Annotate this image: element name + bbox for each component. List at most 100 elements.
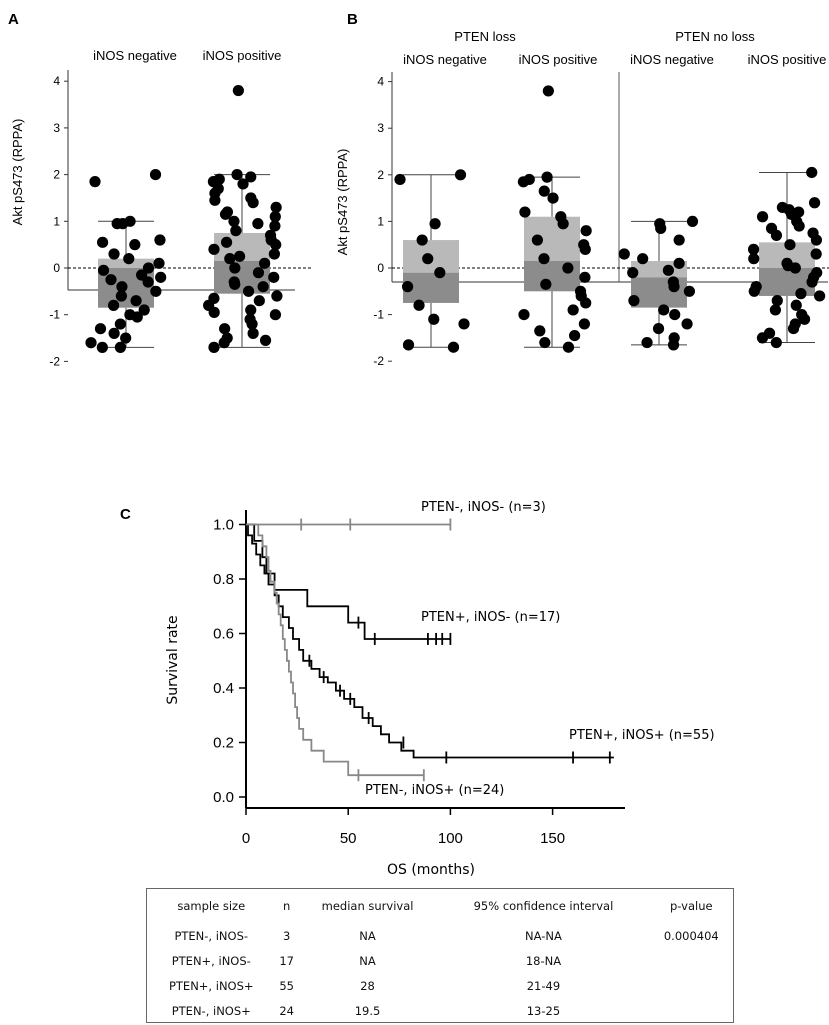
table-cell: 55 bbox=[279, 978, 294, 993]
panel-a-data-point bbox=[136, 269, 148, 281]
panel-b-data-point bbox=[618, 248, 630, 260]
panel-b-data-point bbox=[578, 239, 590, 251]
panel-b-facet-label: PTEN no loss bbox=[675, 29, 755, 44]
column-header: n bbox=[282, 899, 291, 913]
table-cell bbox=[650, 998, 733, 1023]
panel-b-data-point bbox=[578, 318, 590, 330]
panel-b-data-point bbox=[447, 341, 460, 353]
panel-b-y-tick-label: 1 bbox=[377, 214, 384, 228]
panel-b-data-point bbox=[428, 313, 440, 325]
panel-b-data-point bbox=[416, 234, 428, 246]
panel-b-data-point bbox=[579, 271, 591, 283]
panel-a-data-point bbox=[212, 183, 224, 195]
panel-a-data-point bbox=[150, 285, 162, 297]
panel-b-y-tick-label: 4 bbox=[377, 75, 384, 89]
panel-a-data-point bbox=[242, 285, 255, 297]
panel-c-y-tick-label: 0.8 bbox=[213, 571, 234, 588]
panel-a-data-point bbox=[108, 327, 120, 339]
panel-a-data-point bbox=[208, 292, 220, 304]
table-cell: NA bbox=[359, 953, 376, 968]
panel-b-data-point bbox=[402, 339, 415, 351]
panel-b-data-point bbox=[756, 332, 769, 344]
survival-stats-table: sample size n median survival 95% confid… bbox=[146, 888, 734, 1023]
panel-b-data-point bbox=[540, 278, 552, 290]
panel-b-data-point bbox=[637, 253, 649, 265]
table-cell bbox=[650, 948, 733, 973]
panel-b-data-point bbox=[562, 262, 574, 274]
panel-a-data-point bbox=[154, 234, 166, 246]
panel-a-data-point bbox=[247, 197, 259, 209]
panel-b-data-point bbox=[531, 234, 544, 246]
table-cell: 24 bbox=[279, 1003, 294, 1018]
panel-b-data-point bbox=[806, 166, 818, 179]
panel-a-data-point bbox=[97, 264, 110, 276]
panel-a-data-point bbox=[108, 248, 120, 260]
panel-a-data-point bbox=[107, 299, 120, 311]
panel-a-data-point bbox=[123, 253, 135, 265]
panel-c-y-tick-label: 0.4 bbox=[213, 680, 234, 697]
panel-a-y-tick-label: 4 bbox=[53, 74, 60, 88]
panel-b-data-point bbox=[787, 322, 800, 335]
panel-b-data-point bbox=[547, 192, 559, 204]
panel-b-data-point bbox=[686, 215, 699, 227]
panel-b-facet-label: PTEN loss bbox=[454, 29, 516, 44]
panel-a-data-point bbox=[155, 271, 167, 283]
panel-c-x-axis-label: OS (months) bbox=[387, 862, 475, 878]
panel-a-data-point bbox=[253, 295, 265, 307]
panel-a-data-point bbox=[130, 295, 142, 307]
panel-b-data-point bbox=[580, 297, 592, 309]
table-row: PTEN+, iNOS+ 55 28 21-49 bbox=[147, 973, 733, 998]
panel-a-y-tick-label: 0 bbox=[53, 261, 60, 275]
panel-b-y-axis-label: Akt pS473 (RPPA) bbox=[335, 149, 350, 256]
panel-b-data-point bbox=[539, 336, 551, 349]
panel-a-data-point bbox=[142, 262, 155, 274]
panel-b-data-point bbox=[422, 253, 434, 265]
panel-b-data-point bbox=[429, 218, 441, 230]
panel-a-data-point bbox=[228, 215, 240, 227]
panel-a-data-point bbox=[245, 304, 257, 316]
panel-b-data-point bbox=[795, 288, 807, 300]
panel-b-category-label: iNOS positive bbox=[519, 52, 598, 67]
table-cell: 0.000404 bbox=[663, 928, 719, 943]
panel-a-data-point bbox=[232, 84, 244, 97]
survival-curve bbox=[246, 523, 614, 759]
panel-a-y-tick-label: -2 bbox=[49, 354, 60, 368]
panel-a-data-point bbox=[252, 218, 264, 230]
panel-b-data-point bbox=[771, 295, 783, 307]
panel-a-data-point bbox=[89, 176, 101, 188]
panel-a-data-point bbox=[114, 341, 127, 353]
panel-label-a: A bbox=[8, 11, 19, 28]
panel-b-data-point bbox=[808, 197, 821, 209]
panel-c-x-tick-label: 0 bbox=[242, 830, 250, 847]
panel-b-data-point bbox=[769, 304, 782, 316]
panel-a-data-point bbox=[131, 311, 143, 323]
panel-b-data-point bbox=[658, 304, 670, 316]
survival-curve bbox=[246, 523, 424, 777]
panel-b-data-point bbox=[542, 85, 554, 97]
panel-a-y-tick-label: 1 bbox=[53, 214, 60, 228]
panel-a-data-point bbox=[230, 225, 242, 237]
column-header: sample size bbox=[177, 899, 246, 913]
panel-a-data-point bbox=[96, 236, 109, 248]
panel-b-data-point bbox=[538, 253, 550, 265]
panel-b-data-point bbox=[673, 257, 685, 269]
panel-a-data-point bbox=[224, 253, 236, 265]
panel-a-data-point bbox=[218, 337, 230, 349]
panel-a-y-tick-label: 2 bbox=[53, 168, 60, 182]
panel-c-y-tick-label: 0.0 bbox=[213, 789, 234, 806]
panel-b-data-point bbox=[667, 339, 680, 351]
panel-b-data-point bbox=[806, 276, 818, 288]
panel-c-y-tick-label: 0.2 bbox=[213, 735, 234, 752]
panel-a-data-point bbox=[114, 318, 126, 330]
panel-a-data-point bbox=[270, 239, 282, 251]
panel-a-data-point bbox=[231, 169, 243, 181]
panel-a-boxplot: iNOS negative iNOS positive Akt pS473 (R… bbox=[10, 48, 312, 368]
panel-b-data-point bbox=[782, 260, 794, 272]
panel-b-category-label: iNOS positive bbox=[748, 52, 827, 67]
curve-label: PTEN+, iNOS+ (n=55) bbox=[569, 728, 715, 743]
panel-b-data-point bbox=[673, 234, 685, 246]
panel-b-data-point bbox=[662, 264, 674, 276]
panel-a-y-tick-label: 3 bbox=[53, 121, 60, 135]
panel-b-data-point bbox=[814, 290, 826, 302]
panel-b-data-point bbox=[413, 299, 425, 311]
